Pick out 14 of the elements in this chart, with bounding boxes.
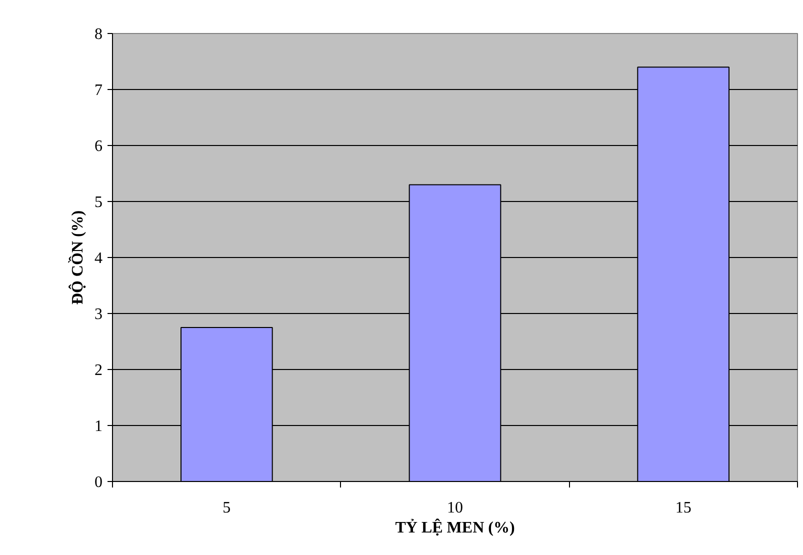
y-tick-label: 0	[94, 474, 102, 491]
y-tick-label: 7	[94, 82, 102, 99]
y-tick-label: 2	[94, 362, 102, 379]
y-tick-label: 6	[94, 138, 102, 155]
y-tick-label: 3	[94, 306, 102, 323]
x-tick-label: 5	[222, 500, 231, 516]
x-tick-label: 15	[675, 500, 692, 516]
y-axis-title: ĐỘ CỒN (%)	[68, 210, 86, 305]
y-tick-label: 5	[94, 194, 102, 211]
y-tick-label: 1	[94, 418, 102, 435]
x-axis-title: TỶ LỆ MEN (%)	[395, 518, 515, 536]
y-tick-label: 8	[94, 26, 102, 43]
y-tick-label: 4	[94, 250, 102, 267]
x-tick-label: 10	[447, 500, 463, 516]
